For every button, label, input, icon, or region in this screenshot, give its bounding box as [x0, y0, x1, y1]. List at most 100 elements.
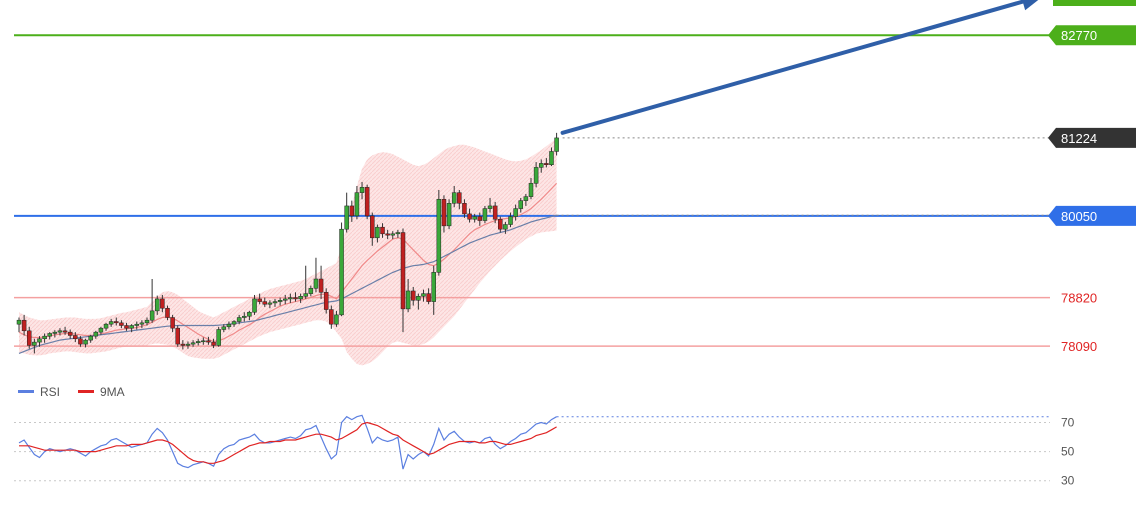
candle-body: [370, 215, 375, 239]
candle-body: [472, 216, 477, 220]
candle-body: [211, 341, 216, 346]
candle-body: [318, 278, 324, 293]
rsi-legend-label: RSI: [40, 385, 60, 399]
candle-body: [216, 329, 221, 346]
candle-body: [313, 278, 319, 289]
candle-body: [195, 341, 201, 344]
candle-body: [492, 205, 498, 220]
red-top-level-label: 78820: [1061, 291, 1097, 306]
candle-body: [375, 226, 380, 239]
candle-body: [323, 292, 329, 310]
candle-body: [385, 233, 390, 236]
candle-body: [513, 208, 518, 217]
candle-body: [73, 335, 78, 340]
candle-body: [52, 331, 58, 334]
candle-body: [503, 224, 508, 230]
candle-body: [180, 343, 186, 346]
candle-body: [62, 330, 68, 333]
candle-body: [416, 296, 421, 301]
candle-body: [344, 205, 349, 230]
ma9-legend-swatch: [78, 390, 94, 393]
candle-body: [175, 327, 180, 345]
candle-body: [329, 309, 334, 325]
blue-level-label: 80050: [1061, 209, 1097, 224]
candle-body: [252, 298, 257, 313]
candle-body: [165, 307, 170, 318]
candle-body: [457, 192, 462, 204]
fast-moving-average: [18, 182, 558, 343]
candle-body: [451, 192, 457, 204]
candle-body: [42, 335, 47, 340]
forecast-arrow-shaft: [560, 0, 1036, 135]
candle-body: [277, 300, 283, 302]
indicator-legend: RSI 9MA: [18, 385, 125, 399]
candle-body: [37, 338, 42, 343]
rsi-tick-70: 70: [1061, 416, 1075, 430]
upper-target-tag: [1053, 0, 1136, 6]
candle-body: [267, 302, 273, 305]
candle-body: [380, 226, 385, 235]
candle-body: [477, 216, 483, 221]
candle-body: [395, 232, 401, 235]
candle-body: [441, 199, 447, 227]
candle-body: [421, 293, 426, 297]
main-price-panel: [14, 0, 1136, 366]
candle-body: [487, 205, 493, 209]
candle-body: [498, 218, 503, 230]
candle-body: [400, 232, 406, 310]
candle-body: [98, 327, 104, 333]
candle-body: [431, 272, 436, 302]
candle-body: [410, 290, 416, 301]
candle-body: [293, 297, 298, 300]
candle-body: [139, 322, 145, 325]
candle-body: [426, 293, 431, 302]
candle-body: [390, 233, 396, 236]
candle-body: [364, 187, 370, 217]
candle-body: [190, 342, 196, 345]
candle-body: [528, 183, 534, 197]
candle-body: [523, 196, 529, 201]
candle-body: [354, 192, 360, 217]
green-level-label: 82770: [1061, 28, 1097, 43]
candle-body: [359, 187, 365, 193]
candle-body: [339, 228, 344, 316]
candle-body: [282, 298, 288, 301]
candle-body: [149, 310, 155, 321]
candle-body: [544, 163, 549, 165]
candle-body: [508, 216, 513, 225]
last-price-tag: 81224: [1048, 127, 1136, 148]
candle-body: [257, 298, 262, 302]
candle-body: [119, 322, 124, 326]
candle-body: [201, 340, 206, 343]
candle-body: [160, 298, 165, 309]
candle-body: [462, 203, 467, 215]
candle-body: [549, 151, 554, 165]
candle-body: [349, 205, 355, 217]
candle-body: [303, 293, 308, 297]
candle-body: [518, 200, 524, 209]
green-level-tag: 82770: [1048, 25, 1136, 46]
candle-body: [144, 319, 150, 324]
rsi-panel: [14, 414, 1050, 482]
candle-body: [93, 331, 99, 337]
candle-body: [436, 199, 442, 273]
rsi-series-rsi: [18, 414, 557, 470]
candle-body: [108, 321, 114, 325]
candle-body: [83, 339, 88, 345]
candle-body: [482, 208, 488, 221]
candle-body: [134, 323, 140, 326]
candle-body: [206, 340, 211, 343]
candle-body: [78, 338, 83, 345]
candle-body: [129, 325, 134, 329]
price-band: [19, 138, 557, 366]
rsi-legend-swatch: [18, 390, 34, 393]
candle-body: [242, 315, 247, 318]
candle-body: [67, 331, 73, 336]
red-bottom-level-label: 78090: [1061, 339, 1097, 354]
rsi-tick-50: 50: [1061, 445, 1075, 459]
candle-body: [236, 317, 242, 322]
candle-body: [170, 317, 175, 329]
candle-body: [272, 301, 278, 304]
